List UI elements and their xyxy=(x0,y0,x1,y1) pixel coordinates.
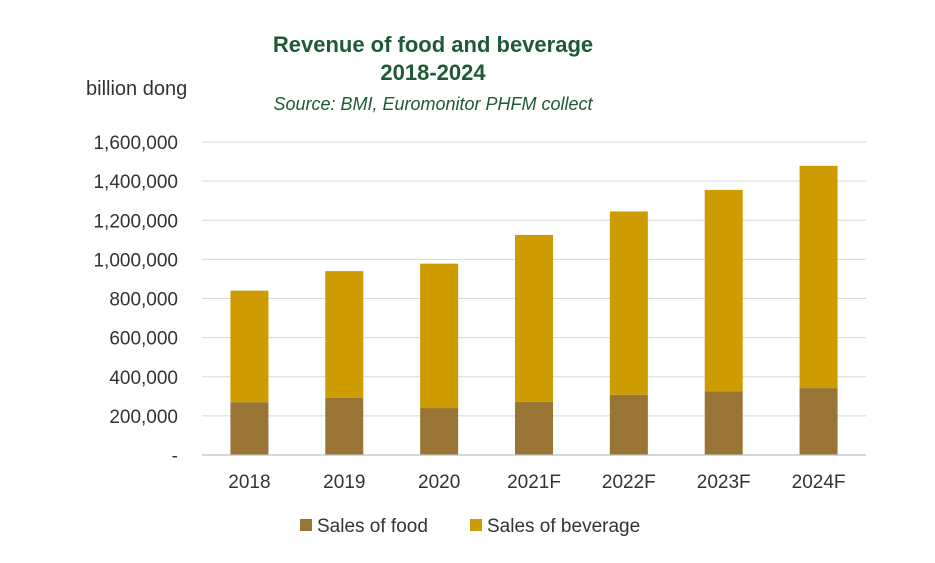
y-axis-label: billion dong xyxy=(86,78,187,100)
chart-title-line1: Revenue of food and beverage xyxy=(273,32,593,57)
chart-title-line2: 2018-2024 xyxy=(380,60,486,85)
legend-swatch-food xyxy=(300,519,312,531)
y-tick-label: 1,600,000 xyxy=(93,133,178,154)
bar-food-2023F xyxy=(704,391,743,455)
x-tick-label: 2022F xyxy=(602,472,656,493)
bar-food-2021F xyxy=(515,401,553,455)
bar-beverage-2024F xyxy=(799,165,838,389)
bar-beverage-2021F xyxy=(515,234,553,402)
y-tick-label: 1,000,000 xyxy=(93,250,178,271)
y-tick-label: 1,400,000 xyxy=(93,172,178,193)
y-tick-label: 1,200,000 xyxy=(93,211,178,232)
bar-beverage-2020 xyxy=(420,263,459,409)
bar-food-2022F xyxy=(609,394,648,455)
bars xyxy=(230,165,838,455)
legend: Sales of food Sales of beverage xyxy=(300,516,640,537)
x-tick-label: 2021F xyxy=(507,472,561,493)
x-tick-label: 2024F xyxy=(792,472,846,493)
x-tick-label: 2018 xyxy=(228,472,270,493)
y-tick-label: 600,000 xyxy=(109,329,178,350)
x-tick-label: 2019 xyxy=(323,472,365,493)
bar-beverage-2023F xyxy=(704,189,743,392)
bar-food-2018 xyxy=(230,402,269,455)
y-tick-label: - xyxy=(172,446,178,467)
legend-label-food: Sales of food xyxy=(317,516,428,537)
bar-food-2024F xyxy=(799,388,838,455)
chart-subtitle: Source: BMI, Euromonitor PHFM collect xyxy=(273,94,593,114)
bar-beverage-2022F xyxy=(609,211,648,395)
legend-swatch-beverage xyxy=(470,519,482,531)
y-tick-labels: - 200,000 400,000 600,000 800,000 1,000,000 1,… xyxy=(93,133,178,467)
x-tick-label: 2020 xyxy=(418,472,460,493)
y-tick-label: 400,000 xyxy=(109,368,178,389)
bar-food-2020 xyxy=(420,408,459,455)
legend-label-beverage: Sales of beverage xyxy=(487,516,640,537)
bar-beverage-2019 xyxy=(325,271,364,398)
x-tick-labels: 2018 2019 2020 2021F 2022F 2023F 2024F xyxy=(228,472,845,493)
y-tick-label: 800,000 xyxy=(109,290,178,311)
x-tick-label: 2023F xyxy=(697,472,751,493)
bar-beverage-2018 xyxy=(230,290,269,403)
y-tick-label: 200,000 xyxy=(109,407,178,428)
bar-food-2019 xyxy=(325,397,364,455)
